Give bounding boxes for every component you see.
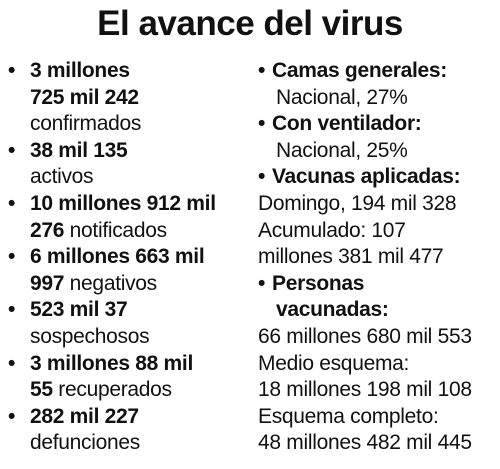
bullet-icon: • [8, 191, 16, 215]
right-column: • Camas generales: Nacional, 27% • Con ven… [258, 58, 498, 457]
stat-negativos-line2: 997 negativos [30, 271, 157, 295]
left-column: • 3 millones 725 mil 242 confirmados • 38 … [8, 58, 256, 457]
stat-activos-label: activos [30, 165, 94, 189]
bullet-icon: • [8, 351, 16, 375]
stat-recuperados-line2: 55 recuperados [30, 378, 172, 402]
bullet-icon: • [258, 59, 266, 82]
bullet-icon: • [258, 271, 266, 295]
bullet-icon: • [258, 112, 266, 136]
vacunas-acumulado-cont: millones 381 mil 477 [258, 245, 444, 269]
bullet-icon: • [8, 404, 16, 428]
stat-defunciones-value: • 282 mil 227 [8, 404, 256, 431]
ventilador-value: Nacional, 25% [276, 138, 408, 162]
vacunas-domingo: Domingo, 194 mil 328 [258, 191, 457, 215]
stat-notificados-line1: • 10 millones 912 mil [8, 191, 256, 218]
esquema-completo-value: 48 millones 482 mil 445 [258, 431, 472, 455]
stat-defunciones-label: defunciones [30, 431, 140, 455]
bullet-icon: • [8, 245, 16, 269]
vacunas-heading: • Vacunas aplicadas: [258, 164, 498, 191]
stat-negativos-line1: • 6 millones 663 mil [8, 244, 256, 271]
medio-esquema-value: 18 millones 198 mil 108 [258, 378, 472, 402]
bullet-icon: • [8, 298, 16, 322]
ventilador-heading: • Con ventilador: [258, 111, 498, 138]
stat-activos-value: • 38 mil 135 [8, 138, 256, 165]
stat-confirmados-label: confirmados [30, 112, 142, 136]
vacunas-acumulado: Acumulado: 107 [258, 218, 406, 242]
bullet-icon: • [8, 138, 16, 162]
stat-confirmados-line2: 725 mil 242 [30, 85, 139, 109]
bullet-icon: • [258, 165, 266, 189]
medio-esquema-label: Medio esquema: [258, 351, 410, 375]
personas-total: 66 millones 680 mil 553 [258, 324, 472, 348]
camas-value: Nacional, 27% [276, 85, 408, 109]
camas-heading: • Camas generales: [258, 58, 498, 85]
stat-confirmados-line1: • 3 millones [8, 58, 256, 85]
stat-sospechosos-value: • 523 mil 37 [8, 297, 256, 324]
page-title: El avance del virus [97, 4, 403, 43]
personas-heading-cont: vacunadas: [276, 298, 389, 322]
stat-recuperados-line1: • 3 millones 88 mil [8, 351, 256, 378]
esquema-completo-label: Esquema completo: [258, 404, 439, 428]
bullet-icon: • [8, 59, 16, 82]
stat-sospechosos-label: sospechosos [30, 324, 150, 348]
personas-heading: • Personas [258, 271, 498, 298]
stat-notificados-line2: 276 notificados [30, 218, 167, 242]
